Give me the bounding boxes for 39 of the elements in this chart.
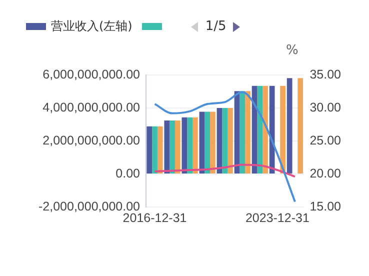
bar: [286, 78, 292, 174]
y-tick-label: 2,000,000,000.00: [42, 133, 140, 148]
bar: [204, 112, 210, 174]
y2-tick-label: 30.00: [310, 100, 342, 114]
bar: [210, 112, 216, 174]
bar: [245, 91, 250, 174]
bar: [298, 78, 304, 174]
bar: [146, 126, 152, 174]
bar: [262, 86, 268, 174]
y-tick-label: 4,000,000,000.00: [42, 100, 140, 114]
y-tick-label: -2,000,000,000.00: [38, 199, 140, 214]
y2-tick-label: 25.00: [310, 133, 342, 148]
bar: [199, 112, 205, 174]
bar: [216, 108, 222, 174]
bar: [157, 126, 163, 174]
y2-tick-label: 15.00: [310, 199, 342, 214]
line-series: [154, 164, 296, 178]
y2-tick-label: 20.00: [310, 166, 342, 180]
bar: [240, 91, 246, 174]
y2-axis-title: %: [286, 43, 298, 58]
bar: [152, 126, 158, 174]
bar: [222, 108, 228, 174]
bar: [182, 117, 188, 174]
bar: [174, 120, 180, 174]
y2-tick-label: 35.00: [310, 67, 342, 82]
y-tick-label: 0.00: [116, 166, 140, 180]
bar: [257, 86, 263, 174]
x-tick-label: 2016-12-31: [122, 210, 187, 225]
text: 1/5: [205, 19, 226, 34]
bar: [192, 117, 198, 174]
bar: [164, 120, 170, 174]
bar: [187, 117, 192, 174]
bar: [170, 120, 175, 174]
legend-label: 营业收入(左轴): [51, 18, 132, 35]
bar: [280, 86, 286, 174]
line-series: [154, 91, 296, 203]
bar: [228, 108, 233, 174]
y-tick-label: 6,000,000,000.00: [42, 67, 140, 82]
x-tick-label: 2023-12-31: [245, 210, 310, 225]
